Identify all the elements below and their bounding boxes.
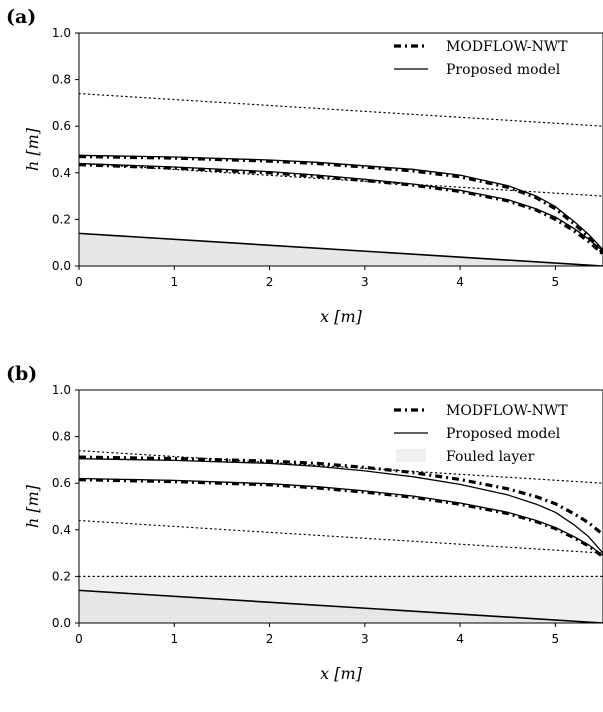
x-tick-label: 3	[361, 275, 369, 289]
bed-line	[79, 232, 603, 266]
legend-entry: MODFLOW-NWT	[446, 403, 568, 419]
panel-label: (b)	[6, 363, 37, 385]
y-axis-label: h [m]	[23, 127, 42, 171]
y-tick-label: 0.0	[52, 616, 71, 630]
x-tick-label: 5	[552, 632, 560, 646]
legend: MODFLOW-NWT Proposed model	[394, 39, 568, 78]
series-line-dashdot	[79, 163, 603, 256]
y-tick-label: 1.0	[52, 383, 71, 397]
y-tick-label: 0.4	[52, 166, 71, 180]
legend-swatch-fouled	[396, 449, 426, 462]
y-tick-label: 0.2	[52, 212, 71, 226]
legend-entry: MODFLOW-NWT	[446, 39, 568, 55]
panel-label: (a)	[6, 6, 36, 28]
series-line-dotted	[79, 450, 603, 484]
axes-frame	[78, 389, 603, 624]
chart-panel-2: 0 1 2 3 4 5 0.0 0.2 0.4 0.6 0.8 1.0 x [m] h [m] (b) MOD…	[6, 363, 603, 683]
y-tick-label: 0.0	[52, 259, 71, 273]
plot-area	[79, 450, 603, 623]
x-tick-label: 4	[456, 632, 464, 646]
legend: MODFLOW-NWT Proposed model Fouled layer	[394, 403, 568, 465]
bed-line	[79, 589, 603, 623]
y-tick-label: 0.6	[52, 476, 71, 490]
x-tick-label: 1	[170, 632, 178, 646]
series-line-dashdot	[79, 478, 603, 558]
y-axis-label: h [m]	[23, 484, 42, 528]
x-axis-label: x [m]	[320, 307, 363, 326]
legend-entry: Fouled layer	[446, 449, 535, 465]
series-line-dotted	[79, 519, 603, 554]
x-tick-label: 3	[361, 632, 369, 646]
x-tick-label: 0	[75, 632, 83, 646]
series-line-dotted	[79, 162, 603, 197]
x-tick-label: 2	[266, 632, 274, 646]
series-line-solid	[79, 154, 603, 251]
y-tick-label: 0.8	[52, 430, 71, 444]
x-axis-label: x [m]	[320, 664, 363, 683]
legend-entry: Proposed model	[446, 426, 561, 442]
x-tick-label: 5	[552, 275, 560, 289]
x-tick-label: 4	[456, 275, 464, 289]
series-line-solid	[79, 458, 603, 554]
y-tick-label: 0.4	[52, 523, 71, 537]
legend-entry: Proposed model	[446, 62, 561, 78]
axes-frame	[78, 32, 603, 267]
y-tick-label: 0.8	[52, 73, 71, 87]
y-tick-label: 0.2	[52, 569, 71, 583]
x-tick-label: 2	[266, 275, 274, 289]
series-line-dotted	[79, 92, 603, 127]
x-tick-label: 1	[170, 275, 178, 289]
series-line-dashdot	[79, 154, 603, 255]
x-tick-label: 0	[75, 275, 83, 289]
y-tick-label: 0.6	[52, 119, 71, 133]
y-tick-label: 1.0	[52, 26, 71, 40]
plot-area	[79, 92, 603, 266]
series-line-dashdot	[79, 455, 603, 536]
chart-panel-1: 0 1 2 3 4 5 0.0 0.2 0.4 0.6 0.8 1.0 x [m] h [m] (a) MOD…	[6, 6, 603, 326]
